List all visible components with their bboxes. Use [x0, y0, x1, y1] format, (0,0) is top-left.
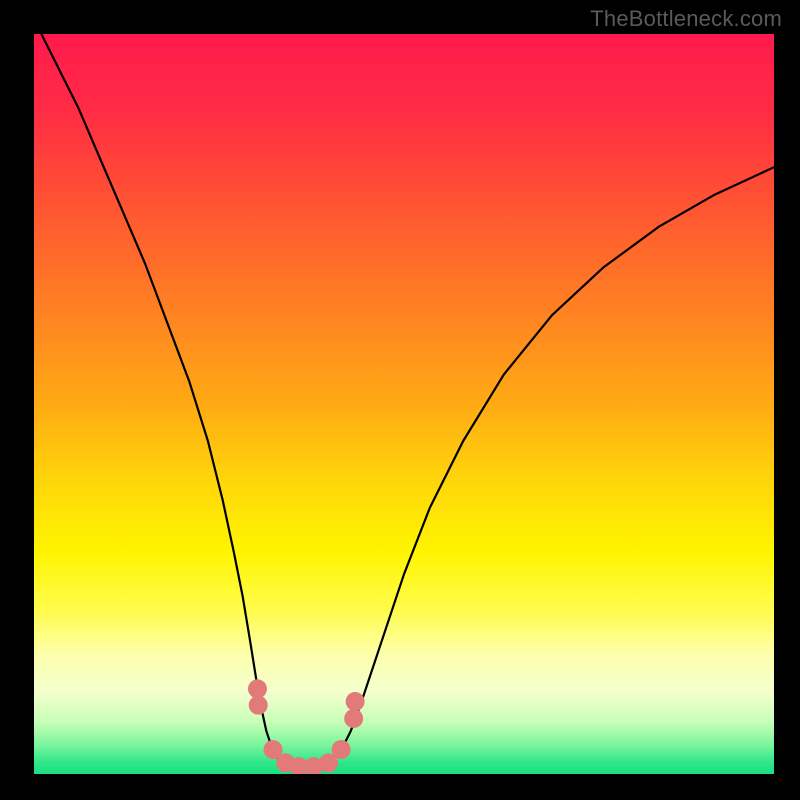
chart-svg	[34, 34, 774, 774]
curve-marker	[332, 740, 351, 759]
watermark-text: TheBottleneck.com	[590, 6, 782, 32]
curve-marker	[344, 709, 363, 728]
curve-marker	[249, 696, 268, 715]
curve-marker	[346, 692, 365, 711]
bottleneck-curve	[41, 34, 774, 770]
curve-marker	[248, 679, 267, 698]
chart-frame	[34, 34, 774, 774]
